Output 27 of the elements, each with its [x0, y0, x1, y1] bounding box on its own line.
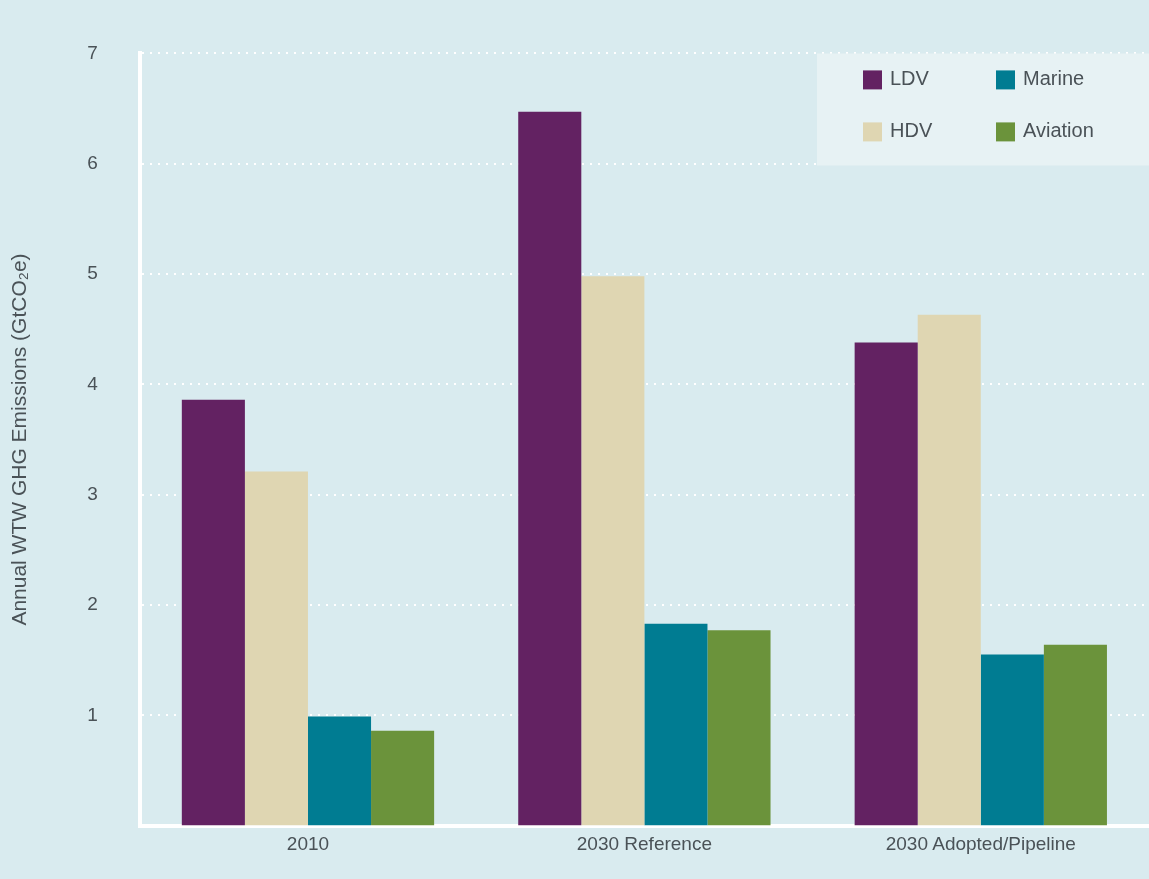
y-tick-label: 7	[87, 41, 98, 63]
bar	[518, 111, 582, 826]
y-tick-label: 1	[87, 703, 98, 725]
legend-label: LDV	[890, 66, 930, 89]
y-tick-label: 4	[87, 372, 99, 394]
bar	[181, 399, 245, 826]
bar	[917, 314, 981, 826]
y-tick-label: 6	[87, 151, 98, 173]
bar	[1043, 644, 1107, 826]
x-tick-label: 2030 Adopted/Pipeline	[885, 833, 1076, 855]
legend-label: Aviation	[1023, 118, 1094, 141]
y-tick-label: 2	[87, 593, 98, 615]
x-tick-label: 2030 Reference	[576, 833, 712, 855]
bar	[980, 654, 1044, 826]
y-axis-title: Annual WTW GHG Emissions (GtCO₂e)	[7, 253, 31, 626]
y-tick-label: 3	[87, 482, 98, 504]
legend-label: HDV	[890, 118, 933, 141]
bar	[307, 716, 372, 826]
bar	[371, 730, 435, 826]
bar	[644, 623, 708, 826]
y-tick-label: 5	[87, 262, 98, 284]
bar	[244, 471, 308, 826]
x-tick-label: 2010	[286, 833, 330, 855]
bar	[581, 276, 645, 826]
bar	[854, 342, 918, 826]
bar	[707, 630, 771, 826]
legend-label: Marine	[1023, 66, 1085, 89]
